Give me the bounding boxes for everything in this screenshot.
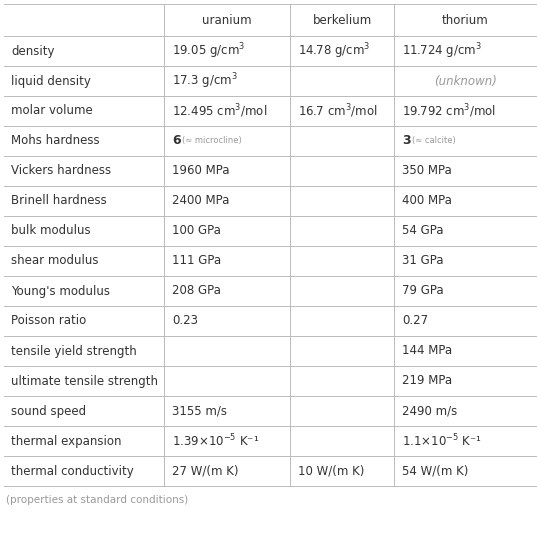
Text: 54 W/(m K): 54 W/(m K) [402, 465, 468, 477]
Text: 219 MPa: 219 MPa [402, 375, 452, 387]
Text: 111 GPa: 111 GPa [172, 254, 221, 268]
Text: 1.39×10$^{−5}$ K⁻¹: 1.39×10$^{−5}$ K⁻¹ [172, 433, 259, 449]
Text: 0.27: 0.27 [402, 315, 428, 328]
Text: Poisson ratio: Poisson ratio [11, 315, 86, 328]
Text: 1960 MPa: 1960 MPa [172, 164, 229, 178]
Text: 11.724 g/cm$^{3}$: 11.724 g/cm$^{3}$ [402, 41, 482, 61]
Text: thermal expansion: thermal expansion [11, 434, 121, 448]
Text: 19.05 g/cm$^{3}$: 19.05 g/cm$^{3}$ [172, 41, 245, 61]
Text: Brinell hardness: Brinell hardness [11, 195, 107, 207]
Text: 14.78 g/cm$^{3}$: 14.78 g/cm$^{3}$ [298, 41, 371, 61]
Text: Mohs hardness: Mohs hardness [11, 135, 100, 148]
Text: 350 MPa: 350 MPa [402, 164, 452, 178]
Text: liquid density: liquid density [11, 74, 91, 88]
Text: 100 GPa: 100 GPa [172, 225, 221, 238]
Text: 10 W/(m K): 10 W/(m K) [298, 465, 365, 477]
Text: (≈ microcline): (≈ microcline) [182, 136, 242, 145]
Text: bulk modulus: bulk modulus [11, 225, 91, 238]
Text: 31 GPa: 31 GPa [402, 254, 444, 268]
Text: 2400 MPa: 2400 MPa [172, 195, 229, 207]
Text: 27 W/(m K): 27 W/(m K) [172, 465, 238, 477]
Text: Vickers hardness: Vickers hardness [11, 164, 111, 178]
Text: 208 GPa: 208 GPa [172, 285, 221, 297]
Text: thorium: thorium [442, 13, 489, 26]
Text: thermal conductivity: thermal conductivity [11, 465, 134, 477]
Text: ultimate tensile strength: ultimate tensile strength [11, 375, 158, 387]
Text: 19.792 cm$^{3}$/mol: 19.792 cm$^{3}$/mol [402, 102, 496, 120]
Text: 79 GPa: 79 GPa [402, 285, 444, 297]
Text: 144 MPa: 144 MPa [402, 344, 452, 358]
Text: uranium: uranium [202, 13, 252, 26]
Text: density: density [11, 45, 54, 58]
Text: sound speed: sound speed [11, 405, 86, 418]
Text: 12.495 cm$^{3}$/mol: 12.495 cm$^{3}$/mol [172, 102, 267, 120]
Text: 0.23: 0.23 [172, 315, 198, 328]
Text: (unknown): (unknown) [434, 74, 497, 88]
Text: 54 GPa: 54 GPa [402, 225, 444, 238]
Text: 1.1×10$^{−5}$ K⁻¹: 1.1×10$^{−5}$ K⁻¹ [402, 433, 482, 449]
Text: 17.3 g/cm$^{3}$: 17.3 g/cm$^{3}$ [172, 71, 238, 91]
Text: 16.7 cm$^{3}$/mol: 16.7 cm$^{3}$/mol [298, 102, 378, 120]
Text: tensile yield strength: tensile yield strength [11, 344, 137, 358]
Text: shear modulus: shear modulus [11, 254, 98, 268]
Text: (≈ calcite): (≈ calcite) [412, 136, 456, 145]
Text: 400 MPa: 400 MPa [402, 195, 452, 207]
Text: berkelium: berkelium [313, 13, 372, 26]
Text: 6: 6 [172, 135, 180, 148]
Text: 3: 3 [402, 135, 411, 148]
Text: (properties at standard conditions): (properties at standard conditions) [6, 495, 188, 505]
Text: 3155 m/s: 3155 m/s [172, 405, 227, 418]
Text: Young's modulus: Young's modulus [11, 285, 110, 297]
Text: molar volume: molar volume [11, 105, 93, 117]
Text: 2490 m/s: 2490 m/s [402, 405, 457, 418]
